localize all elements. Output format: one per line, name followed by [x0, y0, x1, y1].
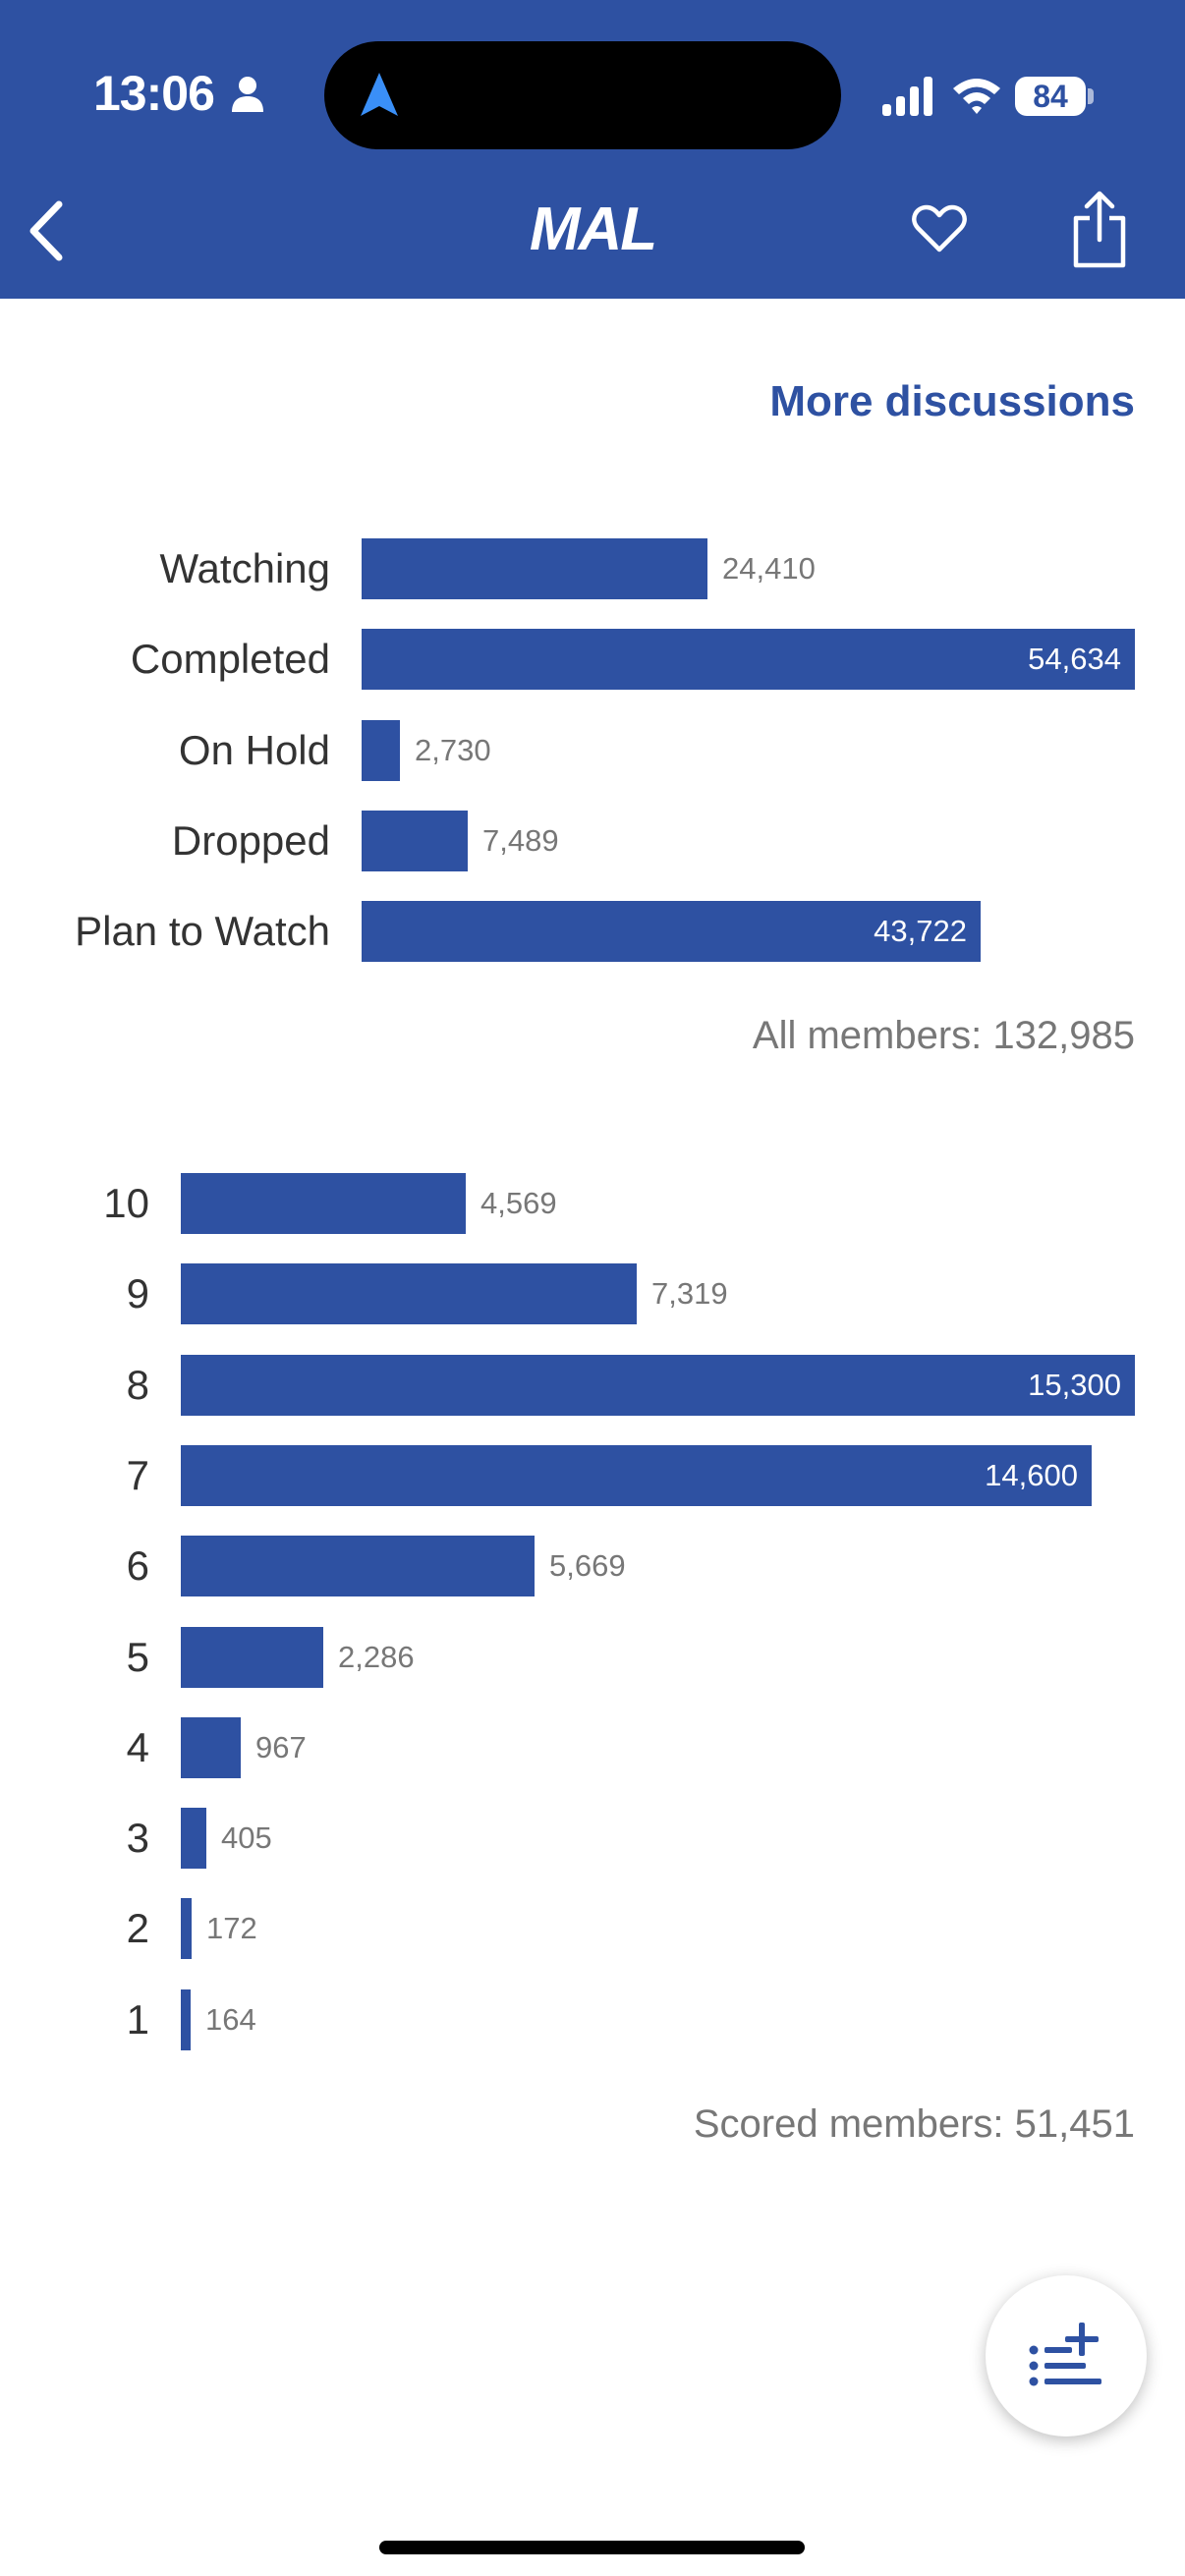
status-label: Plan to Watch [75, 908, 330, 955]
status-value: 43,722 [874, 914, 967, 949]
score-bar [181, 1536, 535, 1597]
status-value: 2,730 [415, 732, 491, 767]
status-value: 24,410 [722, 551, 816, 586]
score-value: 15,300 [1028, 1367, 1121, 1402]
score-value: 405 [221, 1820, 272, 1856]
signal-icon [882, 77, 932, 116]
score-row: 3 405 [0, 1808, 1185, 1870]
score-bar [181, 1444, 1092, 1506]
score-bar [181, 1988, 191, 2050]
score-value: 2,286 [338, 1639, 415, 1674]
battery-cap [1088, 88, 1094, 104]
score-bar [181, 1716, 241, 1778]
status-row: Completed 54,634 [0, 629, 1185, 691]
top-bar: 13:06 84 MAL [0, 0, 1185, 299]
status-label: On Hold [178, 726, 330, 773]
status-time: 13:06 [93, 66, 215, 121]
score-row: 2 172 [0, 1898, 1185, 1960]
score-bar [181, 1173, 466, 1234]
score-value: 4,569 [480, 1186, 557, 1220]
person-icon [232, 77, 263, 112]
score-label: 9 [126, 1270, 149, 1317]
score-value: 7,319 [651, 1276, 728, 1312]
wifi-icon [953, 79, 1000, 114]
status-value: 54,634 [1028, 642, 1121, 677]
more-discussions-link[interactable]: More discussions [769, 377, 1135, 425]
score-label: 2 [126, 1905, 149, 1952]
status-row: On Hold 2,730 [0, 719, 1185, 781]
all-members-total: All members: 132,985 [752, 1014, 1135, 1057]
add-to-list-icon [1029, 2323, 1101, 2386]
dynamic-island [324, 41, 841, 149]
status-bar [362, 629, 1135, 691]
score-value: 5,669 [549, 1548, 626, 1584]
status-bar [362, 719, 400, 781]
score-row: 8 15,300 [0, 1354, 1185, 1416]
score-label: 1 [126, 1995, 149, 2043]
scored-members-total: Scored members: 51,451 [693, 2102, 1135, 2146]
score-label: 3 [126, 1815, 149, 1862]
score-row: 10 4,569 [0, 1173, 1185, 1234]
status-row: Dropped 7,489 [0, 810, 1185, 871]
status-row: Watching 24,410 [0, 538, 1185, 599]
score-bar [181, 1263, 637, 1325]
score-label: 7 [126, 1451, 149, 1498]
score-row: 9 7,319 [0, 1263, 1185, 1325]
score-label: 5 [126, 1633, 149, 1680]
score-label: 4 [126, 1723, 149, 1770]
navigation-arrow-icon [361, 73, 398, 116]
score-value: 164 [205, 2001, 256, 2037]
back-icon[interactable] [22, 198, 69, 263]
mal-logo: MAL [529, 196, 657, 263]
score-value: 172 [206, 1911, 257, 1946]
add-to-list-button[interactable] [986, 2275, 1147, 2436]
status-label: Completed [130, 636, 330, 683]
score-bar [181, 1808, 206, 1870]
battery-icon: 84 [1015, 77, 1086, 116]
score-row: 1 164 [0, 1988, 1185, 2050]
status-bar [362, 810, 468, 871]
status-row: Plan to Watch 43,722 [0, 901, 1185, 963]
share-icon[interactable] [1068, 191, 1131, 269]
score-bar [181, 1354, 1135, 1416]
home-indicator [379, 2541, 805, 2554]
score-label: 10 [103, 1180, 149, 1226]
score-value: 967 [255, 1729, 307, 1764]
score-label: 8 [126, 1361, 149, 1408]
score-row: 4 967 [0, 1716, 1185, 1778]
score-row: 5 2,286 [0, 1626, 1185, 1688]
score-row: 6 5,669 [0, 1536, 1185, 1597]
score-label: 6 [126, 1542, 149, 1590]
status-label: Watching [159, 545, 330, 591]
status-bar [362, 538, 707, 599]
score-bar [181, 1898, 192, 1960]
score-value: 14,600 [985, 1457, 1078, 1492]
status-value: 7,489 [482, 822, 559, 858]
score-row: 7 14,600 [0, 1444, 1185, 1506]
heart-icon[interactable] [912, 204, 967, 253]
status-bar [362, 901, 981, 963]
score-bar [181, 1626, 323, 1688]
status-label: Dropped [171, 816, 330, 864]
